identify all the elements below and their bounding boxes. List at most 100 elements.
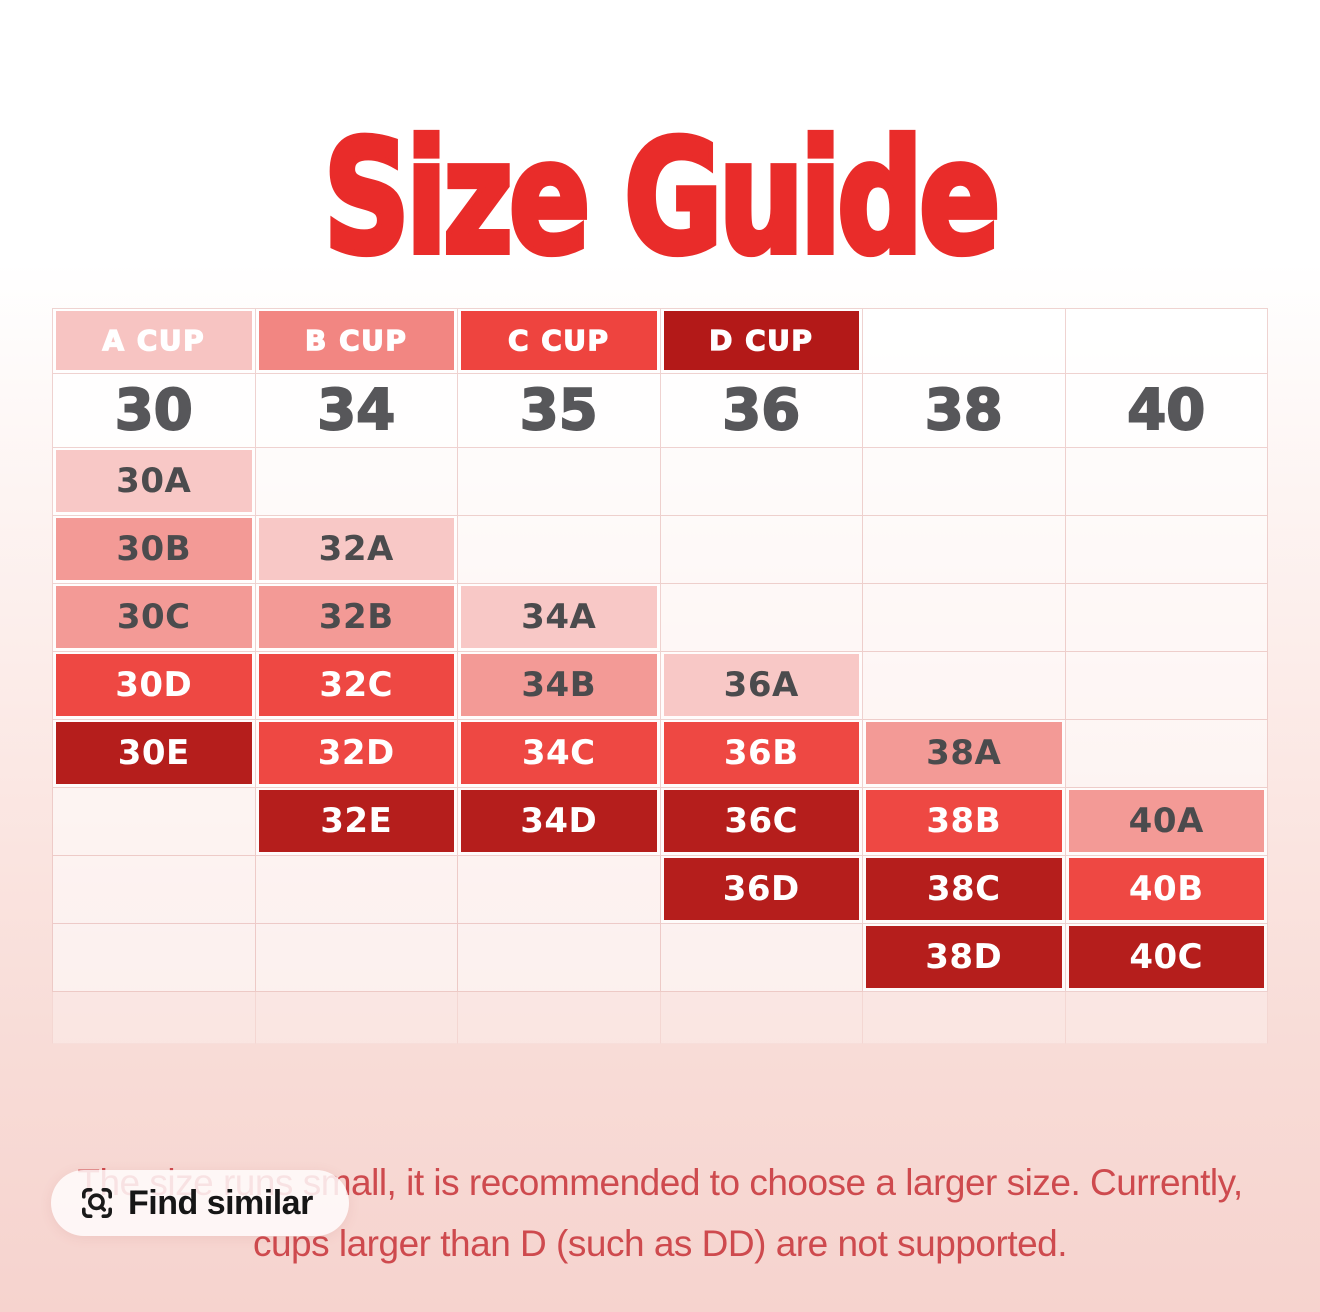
size-cell-empty bbox=[660, 516, 863, 584]
size-cell-empty bbox=[660, 448, 863, 516]
band-size-40: 40 bbox=[1065, 374, 1268, 448]
size-cell-label: 40C bbox=[1129, 937, 1204, 977]
size-cell-empty bbox=[863, 652, 1066, 720]
size-cell-empty bbox=[458, 924, 661, 992]
size-cell-empty bbox=[660, 584, 863, 652]
size-note-line2: cups larger than D (such as DD) are not … bbox=[252, 1223, 1068, 1264]
size-cell-30C: 30C bbox=[52, 584, 256, 652]
size-cell-30B: 30B bbox=[52, 516, 256, 584]
cup-header-d: D CUP bbox=[660, 308, 863, 374]
size-cell-label: 36D bbox=[722, 869, 800, 909]
size-cell-empty bbox=[52, 856, 256, 924]
size-cell-label: 36B bbox=[723, 733, 799, 773]
table-row: 30D 32C 34B 36A bbox=[52, 652, 1268, 720]
size-cell-32A: 32A bbox=[255, 516, 458, 584]
band-size-30: 30 bbox=[52, 374, 256, 448]
page-title: Size Guide bbox=[321, 106, 1003, 292]
band-size-38: 38 bbox=[863, 374, 1066, 448]
size-cell-empty bbox=[458, 448, 661, 516]
size-cell-30E: 30E bbox=[52, 720, 256, 788]
size-cell-empty bbox=[52, 788, 256, 856]
size-cell-label: 32C bbox=[319, 665, 394, 705]
size-cell-label: 34C bbox=[521, 733, 596, 773]
size-cell-label: 30A bbox=[116, 461, 192, 501]
size-cell-empty bbox=[1065, 652, 1268, 720]
cup-header-empty bbox=[863, 308, 1066, 374]
size-cell-38B: 38B bbox=[863, 788, 1066, 856]
size-cell-empty bbox=[255, 992, 458, 1044]
size-cell-empty bbox=[458, 516, 661, 584]
table-row: A CUP B CUP C CUP D CUP bbox=[52, 308, 1268, 374]
size-cell-label: 30D bbox=[115, 665, 193, 705]
table-row: 36D 38C 40B bbox=[52, 856, 1268, 924]
size-cell-empty bbox=[660, 924, 863, 992]
size-cell-label: 32B bbox=[318, 597, 394, 637]
size-cell-empty bbox=[52, 924, 256, 992]
table-row: 30C 32B 34A bbox=[52, 584, 1268, 652]
size-cell-label: 38B bbox=[926, 801, 1002, 841]
size-cell-38D: 38D bbox=[863, 924, 1066, 992]
size-cell-36C: 36C bbox=[660, 788, 863, 856]
size-cell-label: 38C bbox=[926, 869, 1001, 909]
band-size-36: 36 bbox=[660, 374, 863, 448]
band-size-34: 34 bbox=[255, 374, 458, 448]
size-cell-label: 36C bbox=[724, 801, 799, 841]
size-cell-label: 32E bbox=[320, 801, 393, 841]
size-cell-label: 36A bbox=[723, 665, 799, 705]
size-cell-32C: 32C bbox=[255, 652, 458, 720]
table-row: 38D 40C bbox=[52, 924, 1268, 992]
size-cell-40C: 40C bbox=[1065, 924, 1268, 992]
cup-header-b: B CUP bbox=[255, 308, 458, 374]
size-cell-label: 40B bbox=[1128, 869, 1204, 909]
table-row bbox=[52, 992, 1268, 1044]
size-cell-empty bbox=[255, 448, 458, 516]
size-cell-empty bbox=[1065, 516, 1268, 584]
size-cell-label: 40A bbox=[1128, 801, 1204, 841]
find-similar-button[interactable]: Find similar bbox=[51, 1170, 349, 1236]
size-cell-empty bbox=[863, 448, 1066, 516]
table-row: 30E 32D 34C 36B 38A bbox=[52, 720, 1268, 788]
size-cell-30A: 30A bbox=[52, 448, 256, 516]
size-cell-empty bbox=[1065, 720, 1268, 788]
cup-header-c: C CUP bbox=[458, 308, 661, 374]
size-cell-label: 34A bbox=[521, 597, 597, 637]
lens-icon bbox=[82, 1188, 112, 1218]
band-size-35: 35 bbox=[458, 374, 661, 448]
size-cell-empty bbox=[458, 856, 661, 924]
size-cell-label: 32D bbox=[317, 733, 395, 773]
size-cell-34D: 34D bbox=[458, 788, 661, 856]
cup-header-a: A CUP bbox=[52, 308, 256, 374]
table-row: 30A bbox=[52, 448, 1268, 516]
size-cell-36B: 36B bbox=[660, 720, 863, 788]
size-cell-label: 38A bbox=[926, 733, 1002, 773]
size-cell-empty bbox=[52, 992, 256, 1044]
find-similar-label: Find similar bbox=[128, 1183, 313, 1222]
size-cell-36A: 36A bbox=[660, 652, 863, 720]
cup-header-empty bbox=[1065, 308, 1268, 374]
table-row: 32E 34D 36C 38B 40A bbox=[52, 788, 1268, 856]
size-cell-empty bbox=[863, 516, 1066, 584]
size-cell-empty bbox=[255, 924, 458, 992]
size-cell-label: 34D bbox=[520, 801, 598, 841]
table-row: 30 34 35 36 38 40 bbox=[52, 374, 1268, 448]
size-cell-empty bbox=[863, 584, 1066, 652]
size-cell-32E: 32E bbox=[255, 788, 458, 856]
size-cell-32B: 32B bbox=[255, 584, 458, 652]
size-cell-empty bbox=[1065, 992, 1268, 1044]
cup-header-label: D CUP bbox=[708, 323, 814, 357]
size-cell-empty bbox=[1065, 448, 1268, 516]
size-cell-label: 38D bbox=[925, 937, 1003, 977]
size-cell-34A: 34A bbox=[458, 584, 661, 652]
table-row: 30B 32A bbox=[52, 516, 1268, 584]
size-cell-label: 30B bbox=[116, 529, 192, 569]
cup-header-label: C CUP bbox=[507, 323, 610, 357]
size-cell-36D: 36D bbox=[660, 856, 863, 924]
size-table: A CUP B CUP C CUP D CUP 30 34 35 36 38 40 30A 30B 32… bbox=[52, 308, 1268, 1044]
size-cell-label: 30E bbox=[117, 733, 190, 773]
size-cell-empty bbox=[1065, 584, 1268, 652]
size-cell-34C: 34C bbox=[458, 720, 661, 788]
size-cell-empty bbox=[660, 992, 863, 1044]
cup-header-label: A CUP bbox=[102, 323, 206, 357]
size-cell-label: 30C bbox=[116, 597, 191, 637]
